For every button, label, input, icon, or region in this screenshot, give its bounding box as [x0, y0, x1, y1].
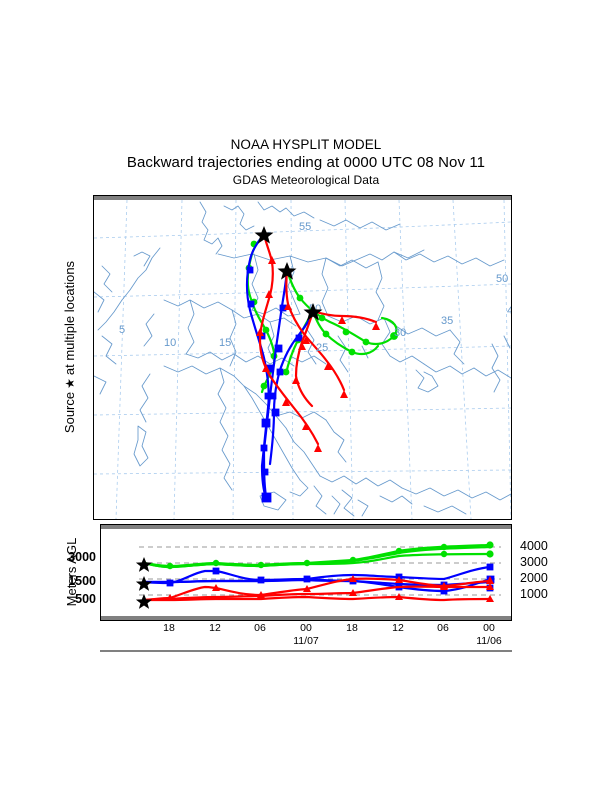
altitude-panel-top-bar [101, 525, 511, 529]
map-grid-label: 40 [507, 305, 511, 317]
title-model-name: NOAA HYSPLIT MODEL [230, 137, 382, 152]
star-icon [135, 557, 153, 572]
map-grid-label: 30 [394, 327, 406, 339]
altitude-right-axis-labels: 4000 3000 2000 1000 [512, 524, 602, 621]
star-icon [135, 594, 153, 609]
time-date-label: 11/07 [293, 635, 319, 647]
star-icon [135, 576, 153, 591]
time-tick-label: 06 [254, 622, 266, 634]
altitude-green-series [142, 543, 492, 569]
trajectory-red-markers [256, 256, 380, 452]
altitude-right-label: 1000 [520, 587, 548, 601]
time-tick-label: 00 [300, 622, 312, 634]
altitude-left-label: 500 [75, 592, 96, 606]
star-icon: ★ [63, 378, 77, 389]
map-grid-label: 10 [164, 337, 176, 349]
time-tick-label: 12 [209, 622, 221, 634]
time-tick-label: 18 [346, 622, 358, 634]
altitude-left-label: 3000 [68, 550, 96, 564]
star-icon [254, 226, 274, 244]
source-side-label: Source ★ at multiple locations [62, 222, 84, 472]
altitude-right-label: 3000 [520, 555, 548, 569]
altitude-graphic [135, 541, 501, 609]
title-met-data: GDAS Meteorological Data [232, 173, 380, 187]
source-label-prefix: Source [62, 391, 77, 434]
map-grid-label: 50 [496, 273, 508, 285]
time-tick-label: 18 [163, 622, 175, 634]
map-top-bar [94, 196, 511, 200]
time-axis: 18 12 06 00 11/07 18 12 06 00 11/06 [100, 622, 512, 656]
star-icon [277, 262, 297, 280]
map-grid-label: 55 [299, 221, 311, 233]
time-date-label: 11/06 [476, 635, 502, 647]
altitude-red-series [142, 577, 492, 602]
altitude-right-label: 2000 [520, 571, 548, 585]
map-graphic: 5 10 15 25 30 35 40 50 55 50 [94, 199, 511, 519]
time-tick-label: 06 [437, 622, 449, 634]
altitude-axis-title: Meters AGL [64, 537, 79, 607]
star-icon [303, 303, 323, 321]
title-trajectory-description: Backward trajectories ending at 0000 UTC… [126, 154, 486, 171]
map-graticule [94, 199, 511, 519]
source-label-suffix: at multiple locations [62, 260, 77, 376]
map-grid-label: 5 [119, 324, 125, 336]
time-axis-rule [100, 650, 512, 652]
time-tick-label: 12 [392, 622, 404, 634]
trajectory-map-panel[interactable]: 5 10 15 25 30 35 40 50 55 50 [93, 195, 512, 520]
plot-title-block: NOAA HYSPLIT MODEL Backward trajectories… [0, 136, 612, 188]
map-grid-label: 25 [316, 342, 328, 354]
altitude-source-stars [135, 557, 153, 609]
map-coastlines [94, 201, 511, 517]
map-source-stars [254, 226, 323, 321]
time-tick-label: 00 [483, 622, 495, 634]
altitude-panel-bottom-bar [101, 616, 511, 620]
altitude-profile-panel[interactable] [100, 524, 512, 621]
trajectory-blue-markers [246, 266, 303, 503]
altitude-left-label: 1500 [68, 574, 96, 588]
map-grid-label: 15 [219, 337, 231, 349]
map-grid-labels: 5 10 15 25 30 35 40 50 55 50 [119, 221, 511, 354]
altitude-right-label: 4000 [520, 539, 548, 553]
altitude-green-markers [166, 541, 494, 570]
altitude-red-markers [166, 575, 494, 602]
map-grid-label: 35 [441, 315, 453, 327]
